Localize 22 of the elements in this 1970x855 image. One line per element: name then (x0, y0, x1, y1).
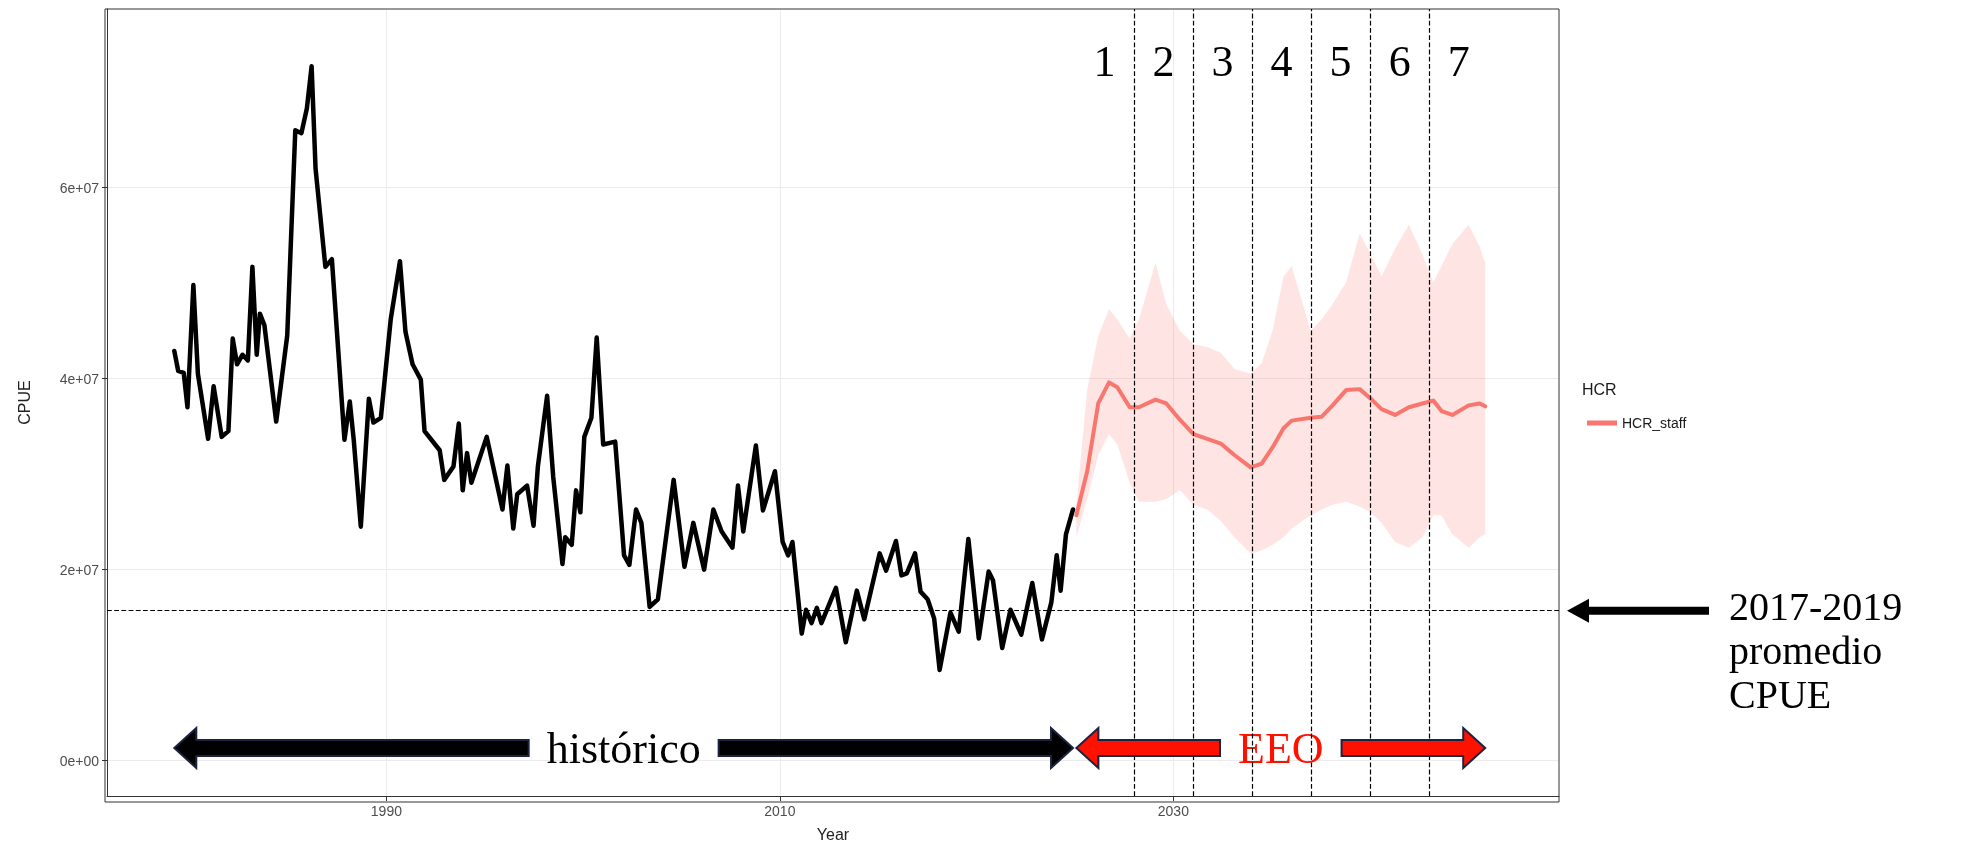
annotation: 7 (1447, 36, 1470, 86)
x-axis-title: Year (816, 825, 850, 843)
annotation: 4 (1270, 36, 1293, 86)
annotation: histórico (546, 723, 701, 773)
legend-label: HCR_staff (1622, 415, 1687, 431)
annotation: 6 (1388, 36, 1411, 86)
annotation: 5 (1329, 36, 1352, 86)
legend-label: 2017-2019 promedio CPUE (1729, 584, 1903, 718)
annotation: EEO (1238, 723, 1324, 773)
annotation: 1 (1093, 36, 1116, 86)
line-series (1074, 380, 1488, 518)
y-axis-title: CPUE (15, 380, 33, 425)
legend-title: HCR (1582, 380, 1617, 398)
y-tick-label: 4e+07 (59, 370, 100, 387)
y-tick-label: 6e+07 (59, 179, 100, 196)
y-tick-label: 0e+00 (59, 752, 100, 769)
x-tick-label: 1990 (370, 803, 403, 819)
annotation: 3 (1211, 36, 1234, 86)
x-tick-label: 2030 (1157, 803, 1190, 819)
y-tick-label: 2e+07 (59, 561, 100, 578)
annotation: 2 (1152, 36, 1175, 86)
x-tick-label: 2010 (764, 803, 796, 819)
